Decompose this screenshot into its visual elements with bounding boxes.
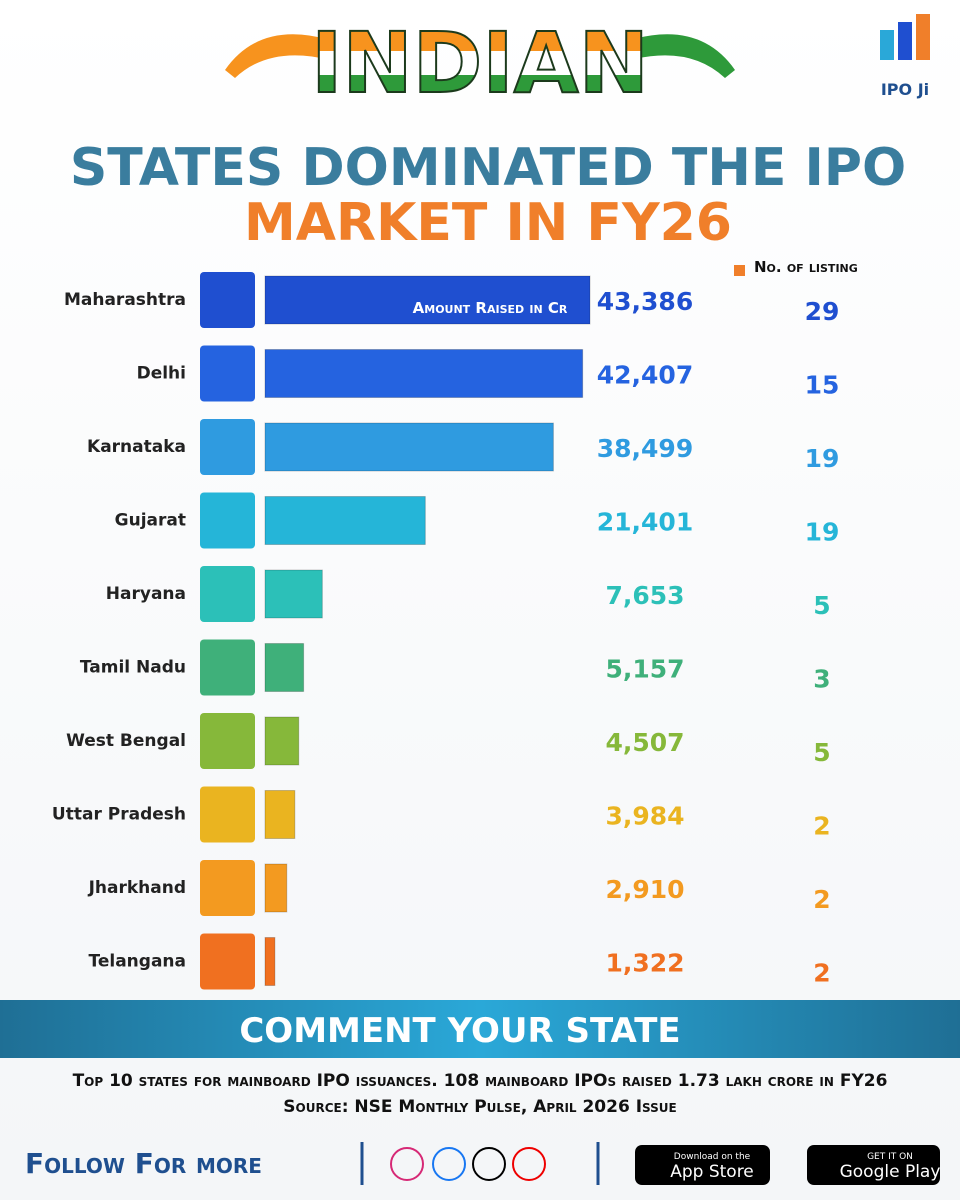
listing-label: 19 <box>805 444 840 473</box>
category-label: Jharkhand <box>88 878 186 898</box>
listing-label: 19 <box>805 518 840 547</box>
listing-label: 2 <box>813 959 830 988</box>
state-icon <box>200 492 255 549</box>
category-label: Telangana <box>89 952 186 972</box>
state-icon <box>200 713 255 769</box>
footnote: Top 10 states for mainboard IPO issuance… <box>72 1071 888 1117</box>
banner-text: COMMENT YOUR STATE <box>239 1011 680 1051</box>
wing <box>630 34 735 78</box>
bar <box>264 716 300 766</box>
legend-label: No. of listing <box>754 258 858 276</box>
state-icon <box>200 933 255 990</box>
state-icon <box>200 860 255 916</box>
title-word: INDIAN <box>311 14 649 112</box>
listing-label: 15 <box>805 371 840 400</box>
listing-label: 29 <box>805 297 840 326</box>
listing-label: 5 <box>813 738 830 767</box>
x-icon[interactable] <box>472 1147 506 1181</box>
value-label: 21,401 <box>597 508 693 537</box>
store-big: App Store <box>670 1162 754 1182</box>
listing-label: 2 <box>813 885 830 914</box>
logo-bar <box>880 30 894 60</box>
title: STATES DOMINATED THE IPO <box>70 138 906 198</box>
title: MARKET IN FY26 <box>244 193 732 253</box>
value-label: 1,322 <box>605 949 684 978</box>
app-store-button[interactable] <box>635 1145 770 1185</box>
bar <box>264 275 591 325</box>
legend-swatch <box>734 265 745 276</box>
category-label: Tamil Nadu <box>80 658 186 678</box>
value-label: 43,386 <box>597 287 693 316</box>
category-label: Gujarat <box>115 511 186 531</box>
google-play-button[interactable] <box>807 1145 940 1185</box>
category-label: Haryana <box>106 584 186 604</box>
banner <box>0 1000 960 1058</box>
listing-label: 3 <box>813 665 830 694</box>
state-icon <box>200 272 255 328</box>
listing-label: 5 <box>813 591 830 620</box>
facebook-icon[interactable] <box>432 1147 466 1181</box>
value-label: 42,407 <box>597 361 693 390</box>
bar <box>264 790 296 839</box>
value-label: 2,910 <box>605 875 684 904</box>
logo-bar <box>898 22 912 60</box>
state-icon <box>200 419 255 475</box>
series-label: Amount Raised in Cr <box>413 299 568 317</box>
store-small: Download on the <box>674 1152 751 1162</box>
instagram-icon[interactable] <box>390 1147 424 1181</box>
state-icon <box>200 345 255 402</box>
value-label: 5,157 <box>605 655 684 684</box>
value-label: 7,653 <box>605 581 684 610</box>
category-label: Karnataka <box>87 437 186 457</box>
follow-text: Follow For more <box>25 1147 262 1180</box>
value-label: 4,507 <box>605 728 684 757</box>
wing <box>225 34 330 78</box>
state-icon <box>200 639 255 696</box>
logo: IPO Ji <box>881 80 929 99</box>
store-big: Google Play <box>840 1162 941 1182</box>
youtube-icon[interactable] <box>512 1147 546 1181</box>
category-label: Delhi <box>137 364 186 384</box>
state-icon <box>200 786 255 843</box>
store-small: GET IT ON <box>867 1152 913 1162</box>
bar <box>264 569 323 619</box>
category-label: West Bengal <box>66 731 186 751</box>
value-label: 3,984 <box>605 802 684 831</box>
value-label: 38,499 <box>597 434 693 463</box>
bar <box>264 349 584 398</box>
bar <box>264 863 288 913</box>
logo-bar <box>916 14 930 60</box>
category-label: Uttar Pradesh <box>52 805 186 825</box>
listing-label: 2 <box>813 812 830 841</box>
bar <box>264 643 305 692</box>
bar <box>264 422 554 472</box>
bar <box>264 937 276 986</box>
category-label: Maharashtra <box>64 290 186 310</box>
state-icon <box>200 566 255 622</box>
bar <box>264 496 426 545</box>
